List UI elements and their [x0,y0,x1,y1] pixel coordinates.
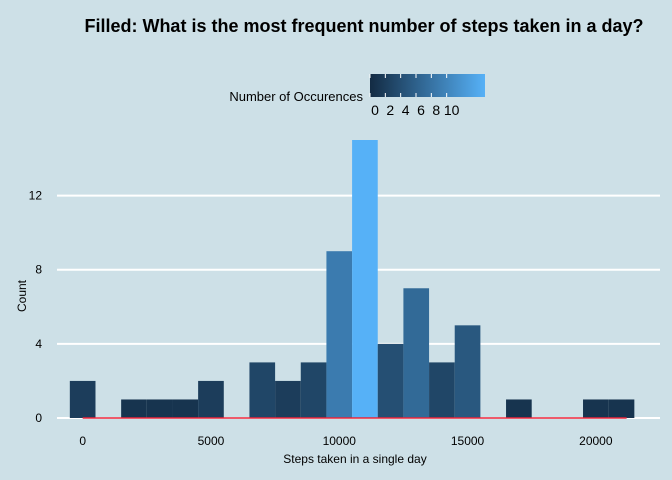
x-tick-label: 5000 [198,434,225,448]
x-tick-label: 15000 [451,434,485,448]
x-axis-label: Steps taken in a single day [283,452,426,466]
legend-tick-label: 4 [402,102,410,118]
legend-tick-label: 6 [417,102,425,118]
y-tick-label: 12 [29,189,43,203]
histogram-bar [352,140,378,418]
y-axis: 0 4 8 12 [29,189,43,425]
x-tick-label: 0 [79,434,86,448]
histogram-bar [326,251,353,418]
legend-title: Number of Occurences [229,89,363,104]
x-tick-label: 20000 [579,434,613,448]
legend-tick-label: 10 [444,102,460,118]
histogram-bar [583,399,609,418]
x-axis: 0 5000 10000 15000 20000 [79,434,613,448]
y-tick-label: 4 [35,337,42,351]
histogram-bar [300,362,327,418]
histogram-bar [249,362,276,418]
legend-tick-label: 2 [386,102,394,118]
chart-title: Filled: What is the most frequent number… [84,16,643,36]
histogram-bar [198,380,224,418]
histogram-bar [275,380,301,418]
histogram-bar [454,325,481,418]
histogram-bar [377,343,404,418]
histogram-bar [172,399,199,418]
y-tick-label: 0 [35,411,42,425]
legend-tick-label: 0 [371,102,379,118]
y-tick-label: 8 [35,263,42,277]
histogram-bar [403,288,430,418]
histogram-bar [429,362,455,418]
histogram-bar [608,399,635,418]
histogram-bar [506,399,532,418]
x-tick-label: 10000 [323,434,357,448]
y-axis-label: Count [15,279,29,312]
legend-tick-label: 8 [432,102,440,118]
histogram-bar [69,380,96,418]
histogram-bar [146,399,173,418]
legend-colorbar [370,74,485,97]
color-legend: Number of Occurences 0 2 4 6 8 10 [229,74,485,118]
histogram-bar [121,399,147,418]
histogram-bars [69,140,635,418]
